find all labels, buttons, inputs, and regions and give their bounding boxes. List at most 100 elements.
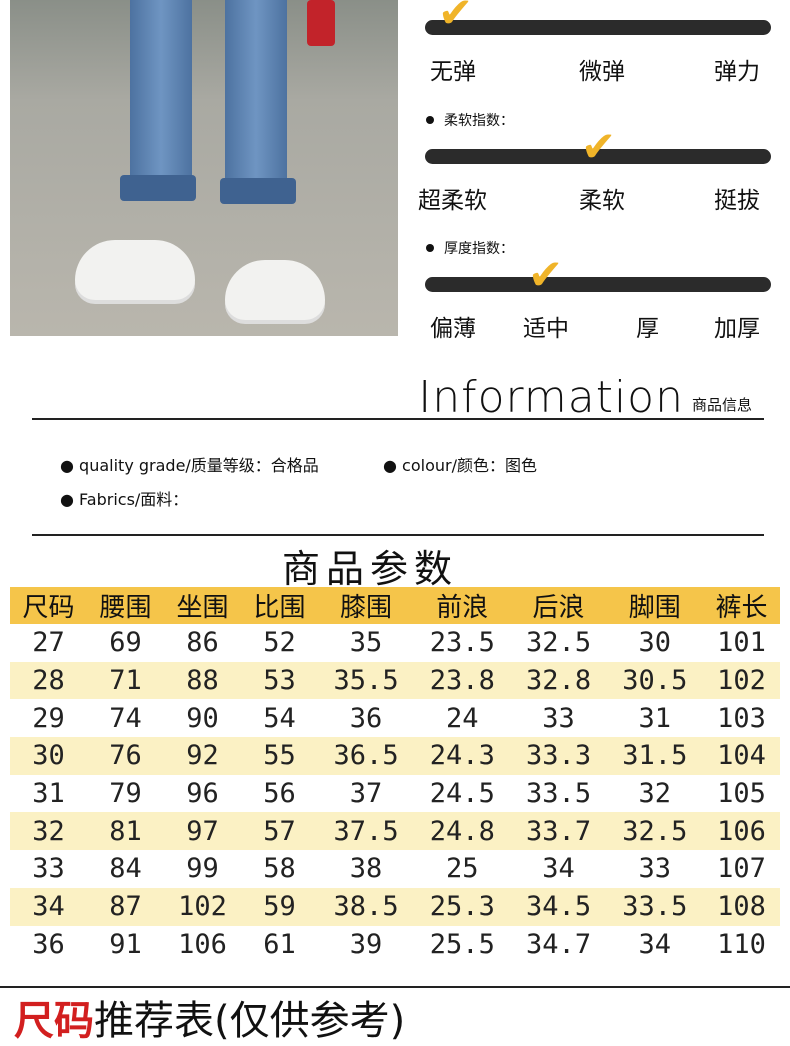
table-cell: 28 (10, 661, 87, 700)
table-cell: 34.7 (526, 928, 592, 960)
hydrant (307, 0, 335, 46)
table-cell: 106 (178, 928, 227, 960)
tick-label: 偏薄 (430, 316, 476, 342)
table-cell: 24 (446, 702, 479, 734)
table-cell: 38.5 (317, 887, 415, 926)
information-heading: Information 商品信息 (418, 372, 752, 423)
table-row: 30 76 92 55 36.5 24.3 33.3 31.5 104 (10, 737, 780, 775)
table-row: 31 79 96 56 37 24.5 33.5 32 105 (10, 775, 780, 813)
tick-label: 适中 (523, 316, 569, 342)
column-header: 后浪 (510, 587, 607, 624)
table-cell: 33.5 (526, 778, 592, 810)
table-cell: 55 (240, 737, 318, 775)
divider (32, 418, 764, 420)
table-cell: 74 (109, 702, 142, 734)
table-cell: 96 (186, 778, 219, 810)
table-cell: 87 (86, 887, 164, 926)
table-cell: 103 (717, 702, 766, 734)
table-row: 36 91 106 61 39 25.5 34.7 34 110 (10, 926, 780, 964)
table-row: 27 69 86 52 35 23.5 32.5 30 101 (10, 624, 780, 662)
sneaker-right (225, 260, 325, 320)
table-cell: 59 (240, 887, 318, 926)
table-cell: 36 (32, 928, 65, 960)
table-cell: 25.5 (429, 928, 495, 960)
table-cell: 33 (32, 853, 65, 885)
column-header: 尺码 (10, 587, 87, 624)
cuff-left (120, 175, 196, 201)
table-cell: 37.5 (317, 812, 415, 851)
divider (0, 986, 790, 988)
table-cell: 91 (109, 928, 142, 960)
table-cell: 24.5 (429, 778, 495, 810)
table-cell: 30.5 (606, 661, 703, 700)
divider (32, 534, 764, 536)
tick-label: 弹力 (714, 59, 760, 85)
table-cell: 36.5 (317, 737, 415, 775)
column-header: 膝围 (317, 587, 415, 624)
check-icon: ✔ (438, 0, 474, 37)
slider-bar (425, 149, 771, 164)
table-cell: 108 (702, 887, 780, 926)
table-cell: 35 (349, 627, 383, 659)
table-cell: 24.8 (414, 812, 511, 851)
table-cell: 33.5 (606, 887, 703, 926)
table-cell: 90 (186, 702, 219, 734)
table-cell: 104 (702, 737, 780, 775)
table-cell: 61 (263, 928, 296, 960)
table-cell: 81 (86, 812, 164, 851)
table-cell: 33 (638, 853, 672, 885)
table-cell: 71 (86, 661, 164, 700)
table-cell: 33.7 (510, 812, 607, 851)
table-cell: 27 (32, 627, 65, 659)
table-cell: 84 (109, 853, 142, 885)
table-cell: 24.3 (414, 737, 511, 775)
table-cell: 102 (702, 661, 780, 700)
table-cell: 31 (32, 778, 65, 810)
table-cell: 38 (349, 853, 383, 885)
table-cell: 23.8 (414, 661, 511, 700)
column-header: 裤长 (702, 587, 780, 624)
fabrics: ● Fabrics/面料： (60, 490, 189, 509)
table-row: 34 87 102 59 38.5 25.3 34.5 33.5 108 (10, 887, 780, 926)
tick-label: 加厚 (714, 316, 760, 342)
table-cell: 32.5 (526, 627, 592, 659)
tick-label: 微弹 (579, 59, 625, 85)
table-cell: 86 (186, 627, 219, 659)
table-cell: 37 (349, 778, 383, 810)
table-body: 27 69 86 52 35 23.5 32.5 30 101 28 71 88 53 35.5 23.8 3… (10, 624, 780, 963)
table-cell: 25 (446, 853, 479, 885)
tick-label: 柔软 (579, 188, 625, 214)
table-cell: 107 (717, 853, 766, 885)
column-header: 坐围 (163, 587, 241, 624)
table-cell: 88 (163, 661, 241, 700)
table-cell: 102 (163, 887, 241, 926)
recommend-rest: 推荐表(仅供参考) (94, 998, 406, 1044)
table-cell: 69 (109, 627, 142, 659)
table-cell: 97 (163, 812, 241, 851)
column-header: 比围 (240, 587, 318, 624)
tick-label: 超柔软 (418, 188, 487, 214)
table-cell: 92 (163, 737, 241, 775)
table-header-row: 尺码 腰围 坐围 比围 膝围 前浪 后浪 脚围 裤长 (10, 587, 780, 624)
table-row: 33 84 99 58 38 25 34 33 107 (10, 850, 780, 888)
table-cell: 36 (349, 702, 383, 734)
table-row: 28 71 88 53 35.5 23.8 32.8 30.5 102 (10, 661, 780, 700)
table-cell: 101 (717, 627, 766, 659)
table-row: 32 81 97 57 37.5 24.8 33.7 32.5 106 (10, 812, 780, 851)
table-cell: 33 (542, 702, 575, 734)
colour: ● colour/颜色：图色 (383, 456, 537, 475)
table-cell: 33.3 (510, 737, 607, 775)
table-cell: 110 (717, 928, 766, 960)
table-cell: 56 (263, 778, 296, 810)
information-title-en: Information (418, 372, 684, 423)
table-cell: 30 (10, 737, 87, 775)
table-cell: 106 (702, 812, 780, 851)
slider-bar (425, 277, 771, 292)
check-icon: ✔ (581, 122, 617, 171)
size-recommendation-heading: 尺码推荐表(仅供参考) (14, 988, 405, 1046)
column-header: 前浪 (414, 587, 511, 624)
table-cell: 32.8 (510, 661, 607, 700)
sneaker-left (75, 240, 195, 300)
information-title-cn: 商品信息 (691, 396, 752, 414)
table-cell: 39 (349, 928, 383, 960)
